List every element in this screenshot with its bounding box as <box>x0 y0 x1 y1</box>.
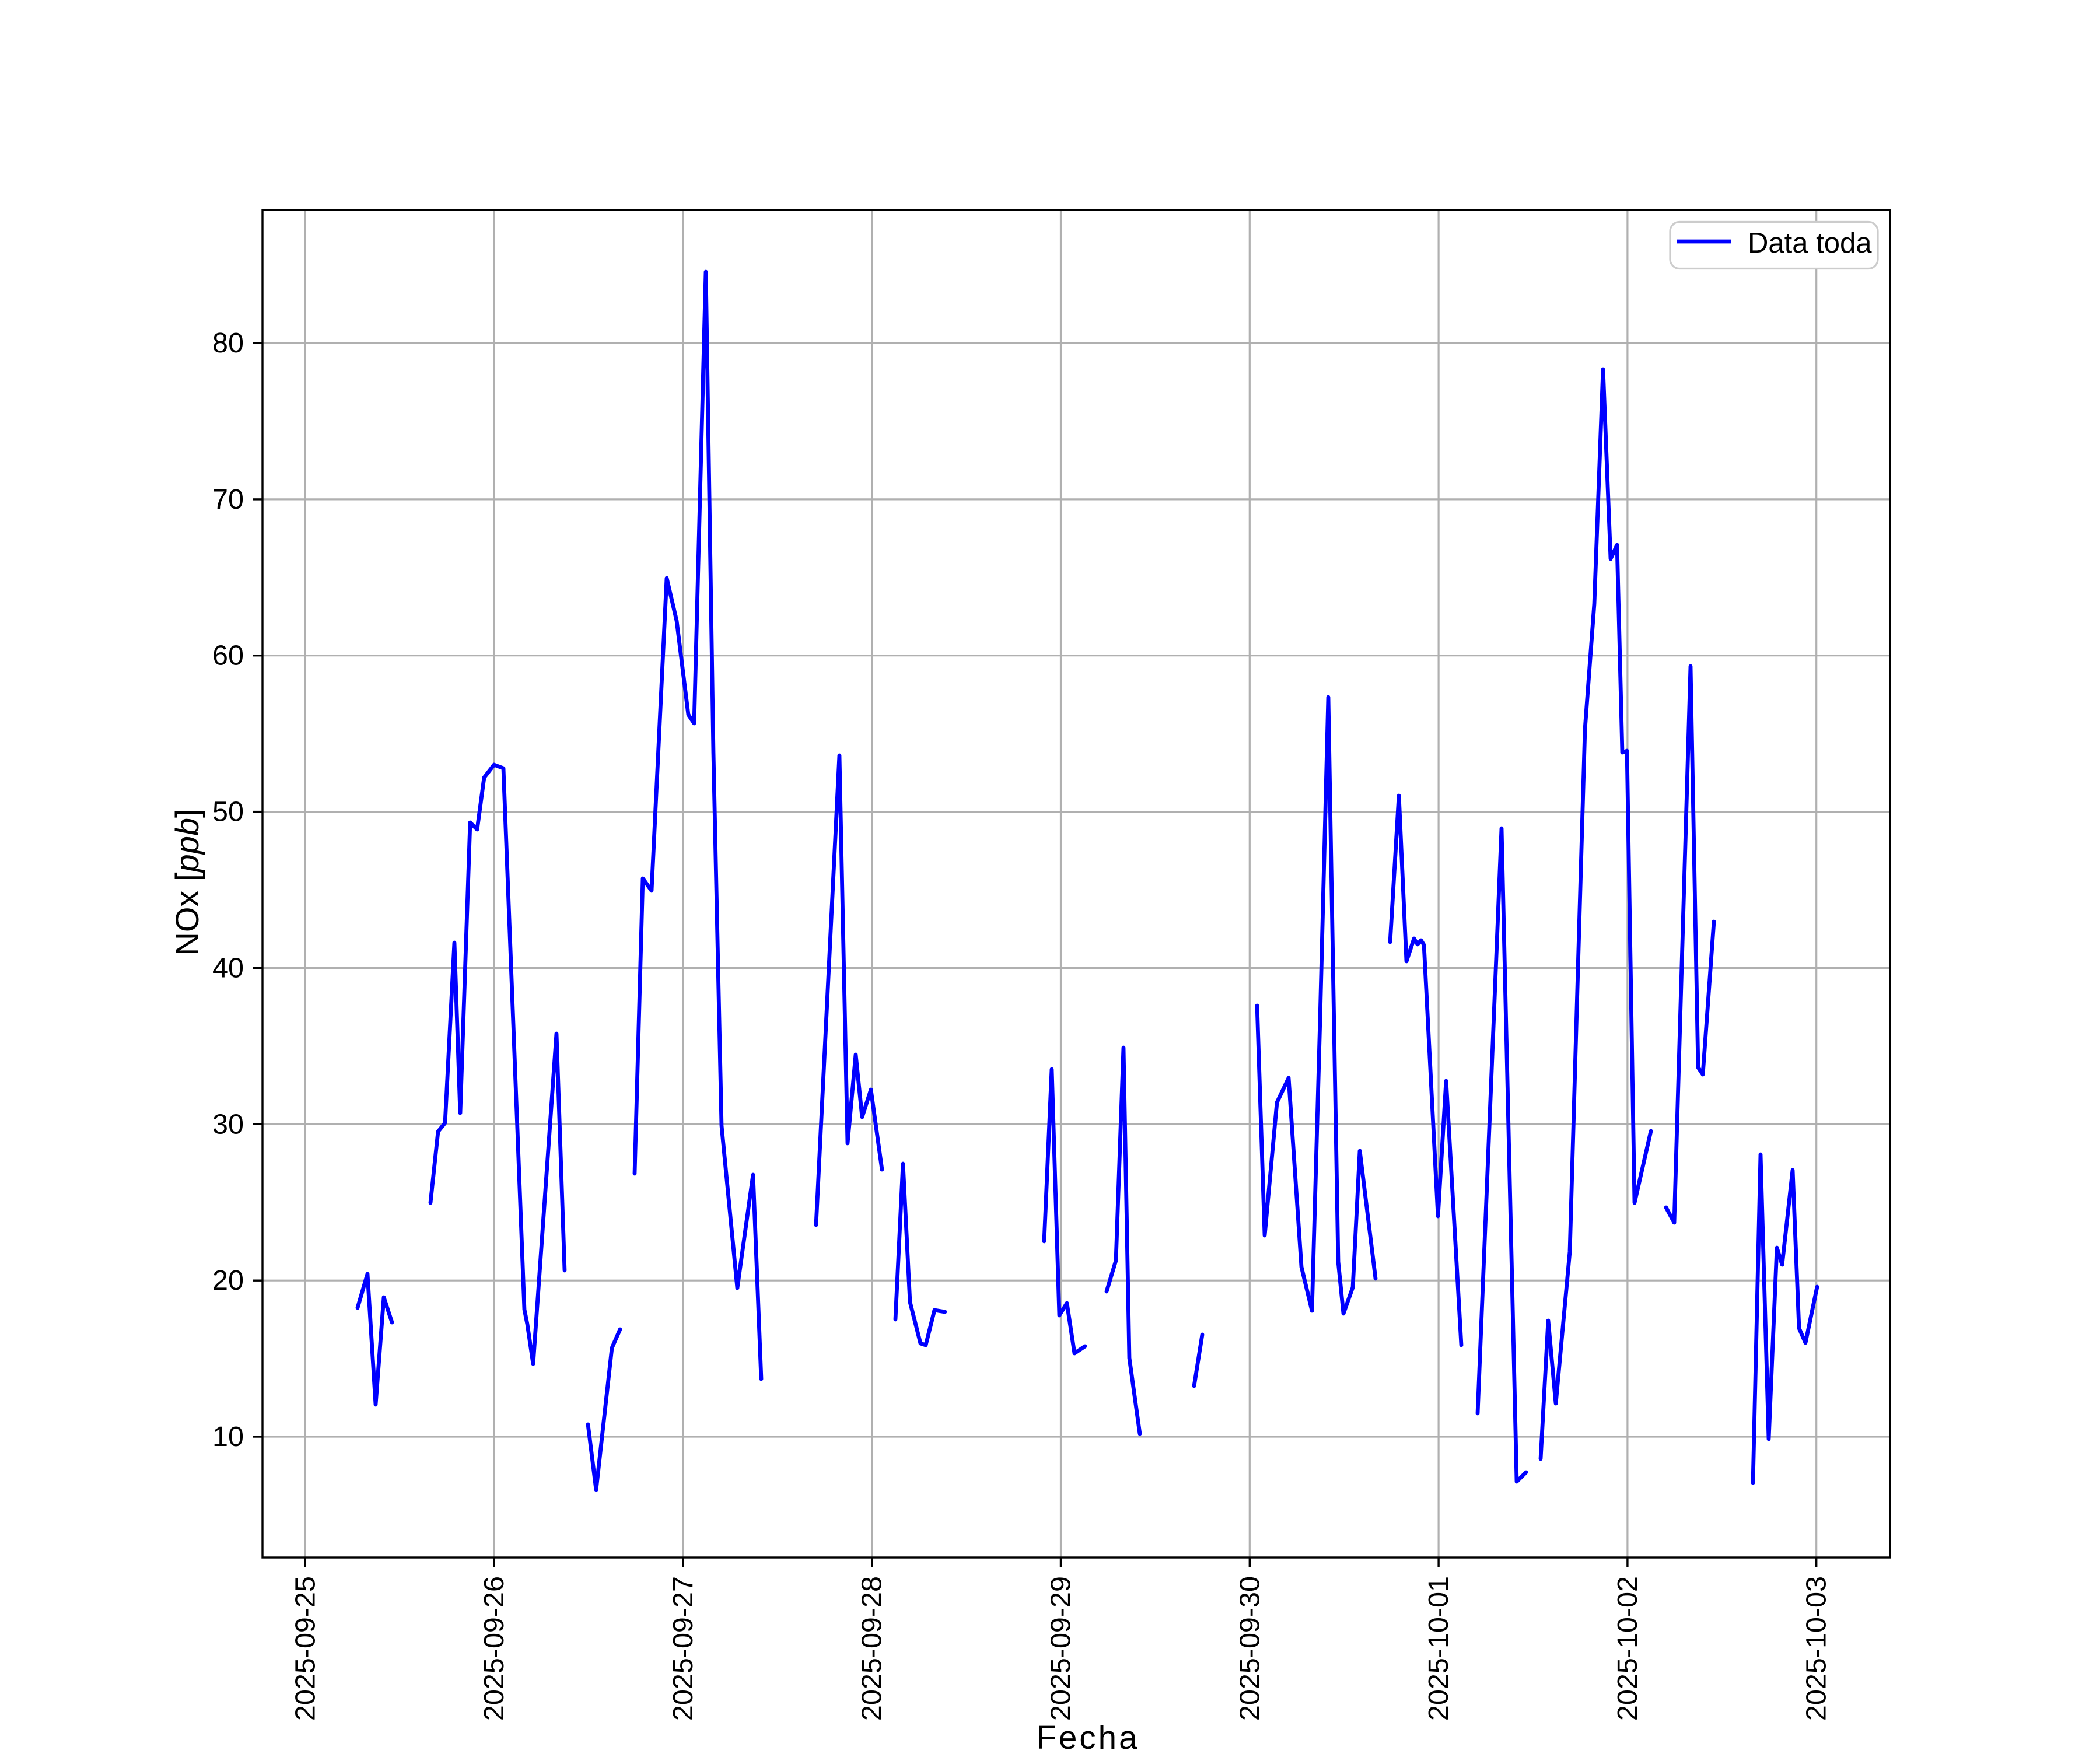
svg-text:50: 50 <box>212 796 244 828</box>
svg-text:NOx [ppb]: NOx [ppb] <box>169 808 205 956</box>
svg-text:2025-10-01: 2025-10-01 <box>1423 1576 1454 1721</box>
svg-text:2025-09-28: 2025-09-28 <box>856 1576 888 1721</box>
svg-text:80: 80 <box>212 327 244 359</box>
svg-text:Data toda: Data toda <box>1748 228 1872 259</box>
svg-text:70: 70 <box>212 484 244 515</box>
svg-text:2025-09-30: 2025-09-30 <box>1234 1576 1265 1721</box>
svg-text:2025-09-25: 2025-09-25 <box>289 1576 321 1721</box>
svg-text:2025-10-02: 2025-10-02 <box>1612 1576 1643 1721</box>
svg-text:2025-10-03: 2025-10-03 <box>1801 1576 1832 1721</box>
svg-text:2025-09-27: 2025-09-27 <box>667 1576 699 1721</box>
svg-text:10: 10 <box>212 1421 244 1452</box>
svg-text:30: 30 <box>212 1108 244 1140</box>
svg-text:2025-09-26: 2025-09-26 <box>478 1576 510 1721</box>
svg-text:2025-09-29: 2025-09-29 <box>1045 1576 1077 1721</box>
svg-text:20: 20 <box>212 1265 244 1296</box>
svg-text:Fecha: Fecha <box>1036 1719 1139 1750</box>
svg-text:60: 60 <box>212 640 244 671</box>
svg-text:40: 40 <box>212 953 244 984</box>
